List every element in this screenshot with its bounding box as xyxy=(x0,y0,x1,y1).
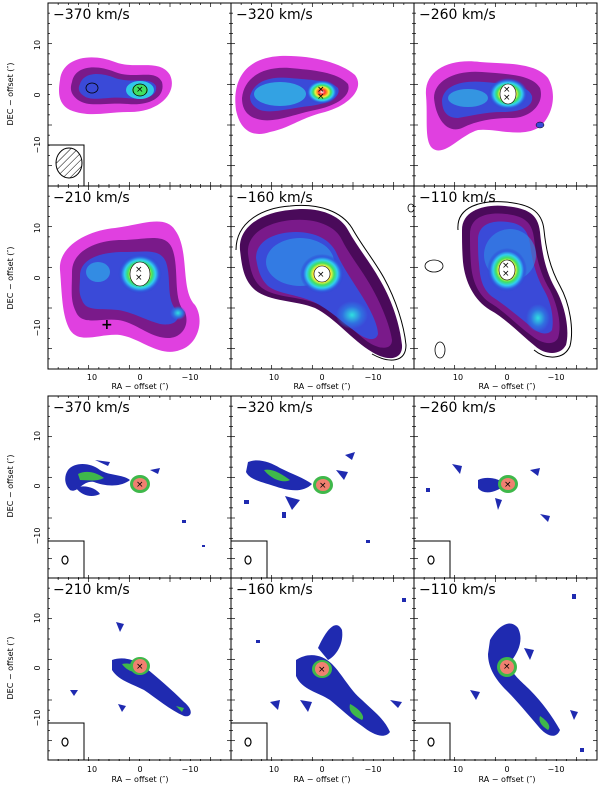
top-row2-ylabel: DEC − offset (″) xyxy=(6,247,15,310)
svg-text:×: × xyxy=(503,85,511,95)
bottom-beam-box-6 xyxy=(413,722,451,761)
bottom-xtick-c3-0: 0 xyxy=(504,765,509,774)
top-panel-3-emission: × × xyxy=(425,61,553,151)
svg-text:×: × xyxy=(502,261,510,271)
bottom-ytick-row2-0: 0 xyxy=(33,665,42,670)
bottom-beam-box-2 xyxy=(230,540,268,579)
bottom-panel-3-label: −260 km/s xyxy=(419,400,496,416)
bottom-xlabel-1: RA − offset (″) xyxy=(112,775,169,784)
bottom-xtick-c2-0: 0 xyxy=(319,765,324,774)
bottom-panel-1-emission: × xyxy=(65,460,205,547)
bottom-panel-6-label: −110 km/s xyxy=(419,582,496,598)
bottom-ytick-row2-m10: −10 xyxy=(33,710,42,727)
top-xtick-c3-m10: −10 xyxy=(548,373,565,382)
top-ytick-row1-0: 0 xyxy=(33,92,42,97)
bottom-xlabel-3: RA − offset (″) xyxy=(479,775,536,784)
bottom-panel-5-emission: × xyxy=(256,598,406,736)
bottom-panel-2-label: −320 km/s xyxy=(236,400,313,416)
bottom-beam-box-1 xyxy=(47,540,85,579)
bottom-beam-box-3 xyxy=(413,540,451,579)
bottom-ytick-row1-m10: −10 xyxy=(33,528,42,545)
top-ytick-row2-m10: −10 xyxy=(33,320,42,337)
bottom-xtick-c3-m10: −10 xyxy=(548,765,565,774)
top-ytick-row2-10: 10 xyxy=(33,223,42,233)
bottom-panel-5-label: −160 km/s xyxy=(236,582,313,598)
bottom-panel-6-emission: × xyxy=(470,594,584,752)
svg-text:×: × xyxy=(135,265,143,275)
top-xtick-c2-0: 0 xyxy=(319,373,324,382)
svg-text:×: × xyxy=(135,273,143,283)
top-ytick-row1-m10: −10 xyxy=(33,137,42,154)
bottom-ytick-row2-10: 10 xyxy=(33,613,42,623)
top-xlabel-3: RA − offset (″) xyxy=(479,382,536,391)
bottom-row2-ylabel: DEC − offset (″) xyxy=(6,637,15,700)
bottom-ytick-row1-0: 0 xyxy=(33,483,42,488)
bottom-ytick-row1-10: 10 xyxy=(33,431,42,441)
top-panel-5-label: −160 km/s xyxy=(236,190,313,206)
top-xlabel-1: RA − offset (″) xyxy=(112,382,169,391)
top-panel-4-emission: × × + xyxy=(59,221,200,352)
top-panel-3-label: −260 km/s xyxy=(419,7,496,23)
bottom-panel-2-emission: × xyxy=(244,452,370,543)
top-xlabel-2: RA − offset (″) xyxy=(294,382,351,391)
bottom-xtick-c2-10: 10 xyxy=(269,765,279,774)
top-xtick-c2-10: 10 xyxy=(269,373,279,382)
top-xtick-c1-10: 10 xyxy=(87,373,97,382)
axis-tick-marks xyxy=(48,3,597,761)
bottom-xtick-c1-0: 0 xyxy=(137,765,142,774)
svg-text:×: × xyxy=(318,665,326,675)
bottom-xtick-c2-m10: −10 xyxy=(365,765,382,774)
svg-text:×: × xyxy=(317,85,325,95)
top-panel-5-emission: × xyxy=(235,204,407,361)
svg-text:×: × xyxy=(136,480,144,490)
bottom-xtick-c1-m10: −10 xyxy=(182,765,199,774)
svg-text:×: × xyxy=(317,92,325,102)
top-panel-2-emission: × × xyxy=(235,55,359,134)
top-xtick-c3-10: 10 xyxy=(453,373,463,382)
top-xtick-c2-m10: −10 xyxy=(365,373,382,382)
top-panel-2-label: −320 km/s xyxy=(236,7,313,23)
top-ytick-row1-10: 10 xyxy=(33,40,42,50)
top-row1-ylabel: DEC − offset (″) xyxy=(6,63,15,126)
top-ytick-row2-0: 0 xyxy=(33,275,42,280)
bottom-row1-ylabel: DEC − offset (″) xyxy=(6,455,15,518)
svg-text:+: + xyxy=(101,317,113,333)
top-panel-6-label: −110 km/s xyxy=(419,190,496,206)
top-xtick-c3-0: 0 xyxy=(504,373,509,382)
bottom-xtick-c1-10: 10 xyxy=(87,765,97,774)
top-grid: × × × × × xyxy=(6,2,598,391)
bottom-xlabel-2: RA − offset (″) xyxy=(294,775,351,784)
svg-text:×: × xyxy=(136,662,144,672)
svg-text:×: × xyxy=(317,270,325,280)
top-panel-1-label: −370 km/s xyxy=(53,7,130,23)
svg-text:×: × xyxy=(502,269,510,279)
svg-text:×: × xyxy=(503,662,511,672)
top-xtick-c1-0: 0 xyxy=(137,373,142,382)
top-panel-1-emission: × xyxy=(47,57,172,187)
top-xtick-c1-m10: −10 xyxy=(182,373,199,382)
bottom-beam-box-4 xyxy=(47,722,85,761)
bottom-grid: × × × xyxy=(6,395,598,784)
top-panel-4-label: −210 km/s xyxy=(53,190,130,206)
bottom-panel-4-emission: × xyxy=(70,622,191,717)
svg-text:×: × xyxy=(503,93,511,103)
bottom-beam-box-5 xyxy=(230,722,268,761)
svg-text:×: × xyxy=(319,481,327,491)
svg-text:×: × xyxy=(504,480,512,490)
top-panel-6-emission: × × xyxy=(407,201,573,359)
bottom-panel-1-label: −370 km/s xyxy=(53,400,130,416)
bottom-xtick-c3-10: 10 xyxy=(453,765,463,774)
svg-text:×: × xyxy=(136,85,144,95)
bottom-panel-3-emission: × xyxy=(426,464,550,522)
bottom-panel-4-label: −210 km/s xyxy=(53,582,130,598)
